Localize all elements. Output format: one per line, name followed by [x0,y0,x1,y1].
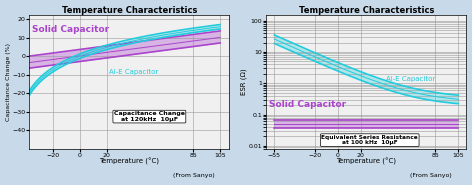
X-axis label: Temperature (°C): Temperature (°C) [99,158,160,165]
Text: Capacitance Change
at 120kHz  10μF: Capacitance Change at 120kHz 10μF [114,111,185,122]
Y-axis label: ESR (Ω): ESR (Ω) [241,69,247,95]
Title: Temperature Characteristics: Temperature Characteristics [299,6,434,15]
Text: (From Sanyo): (From Sanyo) [410,173,452,178]
Title: Temperature Characteristics: Temperature Characteristics [62,6,197,15]
Text: Solid Capacitor: Solid Capacitor [269,100,346,109]
Text: Al-E Capacitor: Al-E Capacitor [386,76,435,82]
Text: Equivalent Series Resistance
at 100 kHz  10μF: Equivalent Series Resistance at 100 kHz … [321,135,418,145]
Text: Al-E Capacitor: Al-E Capacitor [110,69,159,75]
X-axis label: Temperature (°C): Temperature (°C) [337,158,396,165]
Y-axis label: Capacitance Change (%): Capacitance Change (%) [6,43,10,121]
Text: (From Sanyo): (From Sanyo) [173,173,215,178]
Text: Solid Capacitor: Solid Capacitor [32,25,109,34]
